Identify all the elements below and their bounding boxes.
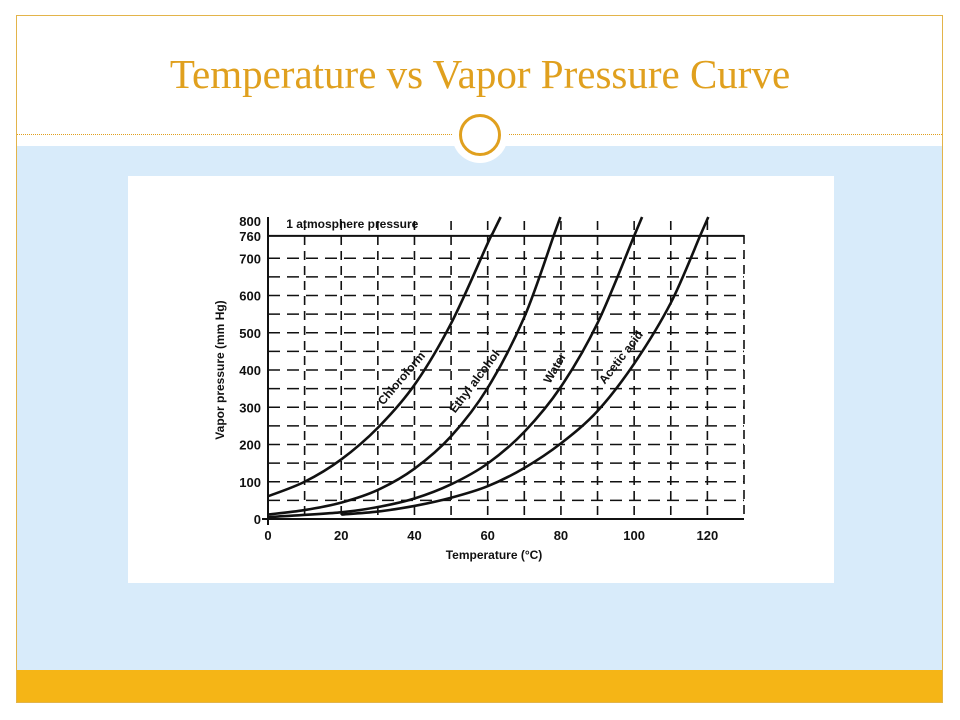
curve-extension-chloroform: [490, 216, 502, 237]
x-tick-label: 20: [334, 528, 348, 543]
x-tick-label: 120: [697, 528, 719, 543]
y-tick-label: 500: [239, 326, 261, 341]
ring-icon: [459, 114, 501, 156]
curve-extension-water: [632, 216, 644, 237]
slide-title: Temperature vs Vapor Pressure Curve: [169, 51, 791, 97]
curve-ethyl-alcohol: [267, 235, 555, 516]
x-tick-label: 80: [554, 528, 568, 543]
x-tick-label: 100: [623, 528, 645, 543]
y-tick-label: 800: [239, 214, 261, 229]
reference-line-label: 1 atmosphere pressure: [286, 217, 418, 231]
y-tick-label: 100: [239, 475, 261, 490]
y-tick-label: 200: [239, 438, 261, 453]
y-tick-label: 0: [254, 512, 261, 527]
curve-acetic-acid: [341, 235, 702, 516]
curve-chloroform: [267, 233, 494, 498]
vapor-pressure-chart: 1 atmosphere pressure0100200300400500600…: [213, 214, 745, 562]
y-tick-label: 600: [239, 289, 261, 304]
footer-band: [17, 670, 942, 702]
x-tick-label: 0: [264, 528, 271, 543]
x-axis-title: Temperature (°C): [446, 548, 543, 562]
y-axis-title: Vapor pressure (mm Hg): [213, 300, 227, 439]
curve-extension-acetic-acid: [698, 216, 710, 237]
y-tick-label: 400: [239, 363, 261, 378]
curve-label-ethyl-alcohol: Ethyl alcohol: [446, 347, 502, 415]
x-tick-label: 40: [407, 528, 421, 543]
curve-extension-ethyl-alcohol: [552, 216, 562, 237]
curve-water: [267, 235, 636, 519]
y-tick-label: 300: [239, 400, 261, 415]
chart-card: 1 atmosphere pressure 0 100 200 300 400 500 600…: [128, 176, 834, 583]
x-tick-label: 60: [480, 528, 494, 543]
y-tick-label: 700: [239, 251, 261, 266]
y-tick-label: 760: [239, 229, 261, 244]
